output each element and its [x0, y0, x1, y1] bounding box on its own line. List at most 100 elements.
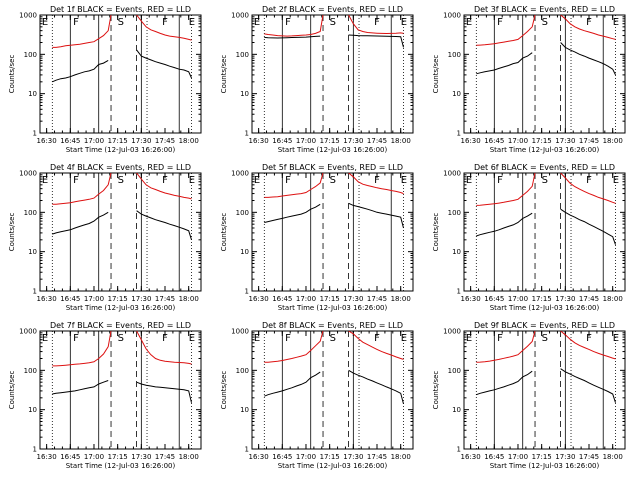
- x-tick-label: 17:15: [320, 453, 340, 461]
- x-tick-label: 17:30: [131, 295, 151, 303]
- y-tick-label: 100: [448, 367, 461, 375]
- plot-frame: [251, 14, 414, 134]
- x-tick-label: 17:45: [155, 295, 175, 303]
- x-tick-label: 18:00: [603, 453, 623, 461]
- panel-3: Det 3f BLACK = Events, RED = LLD 1 10 100 10…: [432, 5, 626, 154]
- segment-label: S: [330, 175, 336, 186]
- segment-label: E: [613, 17, 619, 28]
- series-line-lld-pre: [52, 15, 112, 48]
- panel-title: Det 3f BLACK = Events, RED = LLD: [474, 5, 615, 14]
- x-tick-label: 17:45: [155, 453, 175, 461]
- x-tick-label: 16:30: [37, 295, 57, 303]
- y-tick-label: 1: [245, 446, 249, 454]
- series-line-lld-post: [136, 15, 192, 41]
- y-tick-label: 1000: [231, 12, 249, 20]
- segment-label: S: [542, 17, 548, 28]
- series-line-lld-pre: [52, 331, 112, 367]
- segment-label: F: [497, 17, 503, 28]
- segment-label: E: [466, 175, 472, 186]
- series-line-events-pre: [52, 211, 109, 235]
- panel-title: Det 2f BLACK = Events, RED = LLD: [262, 5, 403, 14]
- x-tick-label: 17:00: [84, 295, 104, 303]
- y-tick-label: 1000: [443, 328, 461, 336]
- series-line-events-post: [560, 42, 616, 76]
- series-line-lld-post: [136, 331, 192, 365]
- y-tick-label: 1: [457, 288, 461, 296]
- y-tick-label: 100: [448, 209, 461, 217]
- series-line-events-pre: [52, 380, 109, 395]
- x-tick-label: 18:00: [179, 453, 199, 461]
- segment-label: F: [162, 175, 168, 186]
- segment-label: E: [466, 17, 472, 28]
- y-tick-label: 100: [236, 51, 249, 59]
- panel-title: Det 5f BLACK = Events, RED = LLD: [262, 163, 403, 172]
- segment-label: E: [42, 175, 48, 186]
- segment-label: S: [330, 333, 336, 344]
- segment-label: E: [254, 17, 260, 28]
- segment-label: S: [542, 175, 548, 186]
- x-tick-label: 17:45: [367, 453, 387, 461]
- x-tick-label: 18:00: [391, 453, 411, 461]
- segment-label: F: [374, 333, 380, 344]
- series-line-lld-pre: [264, 331, 324, 363]
- x-axis-label: Start Time (12-Jul-03 16:26:00): [490, 462, 600, 470]
- panel-title: Det 9f BLACK = Events, RED = LLD: [474, 321, 615, 330]
- series-line-events-pre: [264, 371, 321, 397]
- x-tick-label: 17:30: [555, 137, 575, 145]
- y-tick-label: 1000: [443, 170, 461, 178]
- y-tick-label: 100: [24, 51, 37, 59]
- x-tick-label: 16:30: [37, 453, 57, 461]
- series-line-lld-post: [560, 331, 616, 360]
- y-tick-label: 100: [448, 51, 461, 59]
- x-tick-label: 16:45: [60, 453, 80, 461]
- series-line-lld-post: [560, 173, 616, 204]
- y-axis-label: Counts/sec: [8, 55, 16, 94]
- panel-title: Det 7f BLACK = Events, RED = LLD: [50, 321, 191, 330]
- x-tick-label: 17:45: [367, 137, 387, 145]
- x-tick-label: 16:45: [484, 137, 504, 145]
- series-line-events-post: [136, 49, 192, 79]
- segment-label: E: [189, 333, 195, 344]
- x-tick-label: 16:30: [461, 453, 481, 461]
- x-tick-label: 17:15: [108, 137, 128, 145]
- panel-1: Det 1f BLACK = Events, RED = LLD 1 10 100 10…: [8, 5, 202, 154]
- x-tick-label: 16:45: [272, 137, 292, 145]
- y-tick-label: 10: [240, 406, 249, 414]
- panel-title: Det 8f BLACK = Events, RED = LLD: [262, 321, 403, 330]
- panel-8: Det 8f BLACK = Events, RED = LLD 1 10 100 10…: [220, 321, 414, 470]
- series-line-events-pre: [264, 35, 321, 39]
- x-tick-label: 17:30: [131, 453, 151, 461]
- segment-label: F: [497, 175, 503, 186]
- segment-label: E: [254, 175, 260, 186]
- series-line-lld-post: [136, 173, 192, 200]
- x-tick-label: 18:00: [391, 137, 411, 145]
- panel-4: Det 4f BLACK = Events, RED = LLD 1 10 100 10…: [8, 163, 202, 312]
- series-line-lld-post: [348, 173, 404, 195]
- series-line-events-post: [136, 210, 192, 240]
- segment-label: E: [401, 333, 407, 344]
- x-tick-label: 17:15: [532, 295, 552, 303]
- series-line-events-post: [136, 381, 192, 403]
- panel-title: Det 6f BLACK = Events, RED = LLD: [474, 163, 615, 172]
- y-axis-label: Counts/sec: [220, 55, 228, 94]
- x-tick-label: 17:30: [343, 453, 363, 461]
- x-tick-label: 17:30: [555, 453, 575, 461]
- x-tick-label: 17:15: [532, 137, 552, 145]
- segment-label: E: [613, 175, 619, 186]
- y-tick-label: 10: [452, 90, 461, 98]
- y-tick-label: 10: [452, 406, 461, 414]
- series-line-lld-pre: [264, 173, 324, 198]
- y-tick-label: 100: [24, 367, 37, 375]
- series-line-events-pre: [264, 203, 321, 223]
- x-tick-label: 17:30: [343, 295, 363, 303]
- panel-title: Det 1f BLACK = Events, RED = LLD: [50, 5, 191, 14]
- y-tick-label: 10: [28, 90, 37, 98]
- series-line-lld-post: [560, 15, 616, 40]
- x-tick-label: 18:00: [179, 137, 199, 145]
- segment-label: F: [497, 333, 503, 344]
- series-line-events-post: [560, 368, 616, 403]
- x-tick-label: 16:45: [60, 295, 80, 303]
- series-line-lld-pre: [476, 15, 536, 46]
- segment-label: F: [586, 333, 592, 344]
- y-tick-label: 1000: [443, 12, 461, 20]
